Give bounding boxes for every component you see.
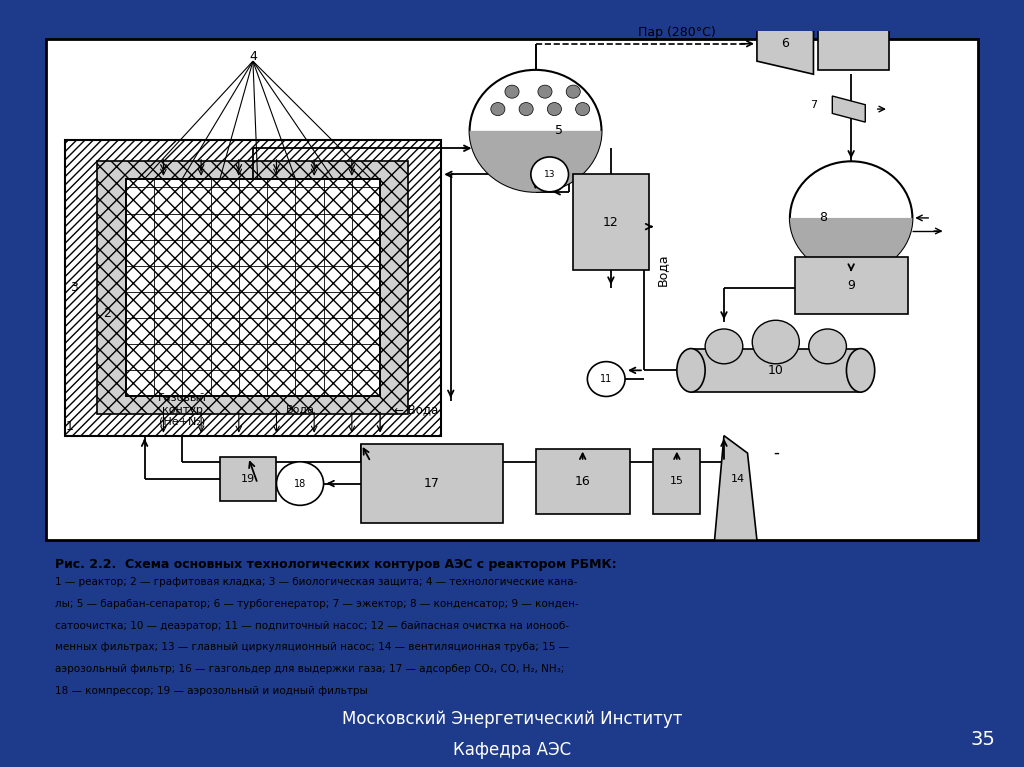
Circle shape bbox=[538, 85, 552, 98]
Bar bbox=[573, 174, 648, 270]
Text: 18: 18 bbox=[294, 479, 306, 489]
Bar bbox=[126, 179, 380, 397]
Circle shape bbox=[588, 361, 625, 397]
Text: 35: 35 bbox=[971, 730, 995, 749]
Circle shape bbox=[809, 329, 847, 364]
Text: Газовый
контур
(He+N₂): Газовый контур (He+N₂) bbox=[158, 393, 207, 426]
Bar bbox=[818, 22, 889, 70]
Text: 13: 13 bbox=[544, 170, 555, 179]
Text: 7: 7 bbox=[810, 100, 817, 110]
Text: сатоочистка; 10 — деаэратор; 11 — подпиточный насос; 12 — байпасная очистка на и: сатоочистка; 10 — деаэратор; 11 — подпит… bbox=[55, 621, 569, 630]
Circle shape bbox=[490, 103, 505, 116]
Text: 2: 2 bbox=[103, 308, 111, 321]
Text: менных фильтрах; 13 — главный циркуляционный насос; 14 — вентиляционная труба; 1: менных фильтрах; 13 — главный циркуляцио… bbox=[55, 643, 569, 653]
Text: 5: 5 bbox=[555, 124, 563, 137]
Text: аэрозольный фильтр; 16 — газгольдер для выдержки газа; 17 — адсорбер CO₂, CO, H₂: аэрозольный фильтр; 16 — газгольдер для … bbox=[55, 664, 564, 674]
Circle shape bbox=[505, 85, 519, 98]
Circle shape bbox=[547, 103, 561, 116]
Text: Кафедра АЭС: Кафедра АЭС bbox=[453, 741, 571, 759]
Text: 8: 8 bbox=[819, 212, 827, 225]
Text: Вода: Вода bbox=[656, 254, 670, 287]
Text: 9: 9 bbox=[847, 279, 855, 292]
Circle shape bbox=[470, 70, 601, 192]
Text: 14: 14 bbox=[731, 474, 745, 484]
Polygon shape bbox=[757, 18, 813, 74]
Bar bbox=[691, 348, 860, 392]
Text: 18 — компрессор; 19 — аэрозольный и иодный фильтры: 18 — компрессор; 19 — аэрозольный и иодн… bbox=[55, 686, 368, 696]
Text: 1: 1 bbox=[66, 420, 73, 433]
Bar bbox=[46, 39, 978, 540]
Circle shape bbox=[706, 329, 742, 364]
Circle shape bbox=[575, 103, 590, 116]
Text: Рис. 2.2.  Схема основных технологических контуров АЭС с реактором РБМК:: Рис. 2.2. Схема основных технологических… bbox=[55, 558, 616, 571]
Text: 15: 15 bbox=[670, 476, 684, 486]
Text: 3: 3 bbox=[70, 281, 78, 294]
Text: 17: 17 bbox=[424, 477, 440, 490]
Bar bbox=[97, 161, 409, 414]
Bar bbox=[653, 449, 700, 514]
Polygon shape bbox=[833, 96, 865, 122]
Polygon shape bbox=[715, 436, 757, 540]
Text: 10: 10 bbox=[768, 364, 783, 377]
Circle shape bbox=[530, 157, 568, 192]
Bar bbox=[795, 257, 907, 314]
Circle shape bbox=[276, 462, 324, 505]
Ellipse shape bbox=[677, 348, 706, 392]
Text: 4: 4 bbox=[249, 51, 257, 64]
Bar bbox=[65, 140, 441, 436]
Text: лы; 5 — барабан-сепаратор; 6 — турбогенератор; 7 — эжектор; 8 — конденсатор; 9 —: лы; 5 — барабан-сепаратор; 6 — турбогене… bbox=[55, 599, 579, 609]
Text: 19: 19 bbox=[242, 474, 255, 484]
Text: 16: 16 bbox=[574, 475, 591, 488]
Circle shape bbox=[566, 85, 581, 98]
Wedge shape bbox=[790, 218, 912, 275]
Text: Московский Энергетический Институт: Московский Энергетический Институт bbox=[342, 709, 682, 728]
Circle shape bbox=[790, 161, 912, 275]
Text: 12: 12 bbox=[603, 216, 618, 229]
Bar bbox=[220, 457, 276, 501]
Circle shape bbox=[519, 103, 534, 116]
Ellipse shape bbox=[847, 348, 874, 392]
Text: Пар (280°С): Пар (280°С) bbox=[638, 26, 716, 39]
Text: Вода: Вода bbox=[286, 404, 314, 414]
Circle shape bbox=[753, 321, 800, 364]
Text: ← Вода: ← Вода bbox=[394, 403, 438, 416]
Text: 1 — реактор; 2 — графитовая кладка; 3 — биологическая защита; 4 — технологически: 1 — реактор; 2 — графитовая кладка; 3 — … bbox=[55, 578, 578, 588]
Text: -: - bbox=[773, 444, 778, 462]
Wedge shape bbox=[470, 131, 601, 192]
Text: 11: 11 bbox=[600, 374, 612, 384]
Text: 6: 6 bbox=[781, 38, 790, 51]
Bar bbox=[361, 444, 503, 523]
Bar bbox=[126, 179, 380, 397]
Bar bbox=[536, 449, 630, 514]
